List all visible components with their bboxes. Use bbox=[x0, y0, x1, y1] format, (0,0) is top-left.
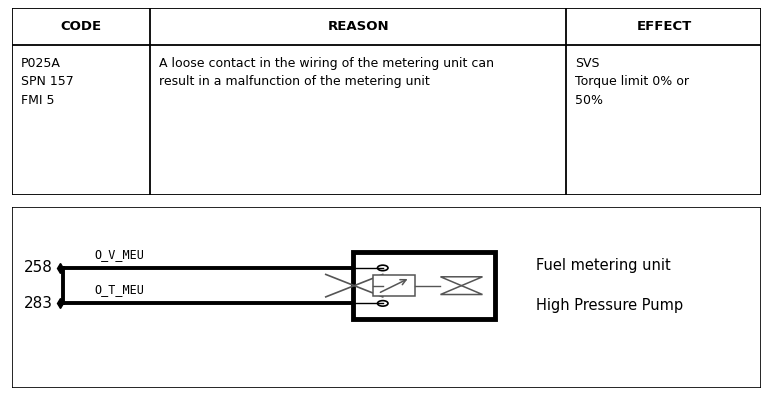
Text: CODE: CODE bbox=[60, 20, 101, 33]
Bar bbox=[373, 275, 414, 296]
Text: O_V_MEU: O_V_MEU bbox=[94, 248, 144, 261]
Text: A loose contact in the wiring of the metering unit can
result in a malfunction o: A loose contact in the wiring of the met… bbox=[159, 57, 494, 88]
Text: 258: 258 bbox=[24, 260, 53, 275]
Bar bbox=[352, 252, 495, 319]
Text: Fuel metering unit: Fuel metering unit bbox=[536, 258, 671, 273]
Text: High Pressure Pump: High Pressure Pump bbox=[536, 298, 683, 313]
Text: REASON: REASON bbox=[328, 20, 389, 33]
Text: 283: 283 bbox=[24, 296, 53, 311]
Text: SVS
Torque limit 0% or
50%: SVS Torque limit 0% or 50% bbox=[575, 57, 690, 106]
Text: P025A
SPN 157
FMI 5: P025A SPN 157 FMI 5 bbox=[21, 57, 73, 106]
Text: O_T_MEU: O_T_MEU bbox=[94, 283, 144, 296]
Text: EFFECT: EFFECT bbox=[636, 20, 692, 33]
